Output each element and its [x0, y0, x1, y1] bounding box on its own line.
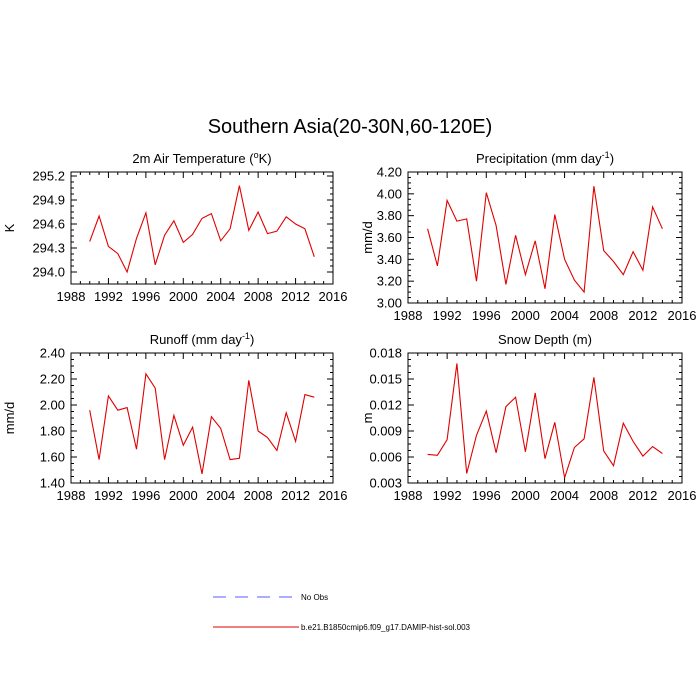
- x-tick-label: 1996: [131, 289, 160, 304]
- y-tick-label: 3.80: [377, 208, 402, 223]
- x-tick-label: 1992: [433, 488, 462, 503]
- legend-label-model-run: b.e21.B1850cmip6.f09_g17.DAMIP-hist-sol.…: [301, 623, 470, 632]
- y-axis-label: m: [360, 413, 375, 424]
- plot-frame: [407, 352, 683, 484]
- x-tick-label: 2008: [244, 488, 273, 503]
- x-tick-label: 1988: [394, 488, 423, 503]
- y-axis-label: mm/d: [2, 402, 17, 435]
- x-tick-label: 2004: [550, 488, 579, 503]
- plot-frame: [70, 352, 334, 484]
- panel-title: Runoff (mm day-1): [150, 331, 255, 347]
- y-tick-label: 0.006: [369, 450, 402, 465]
- panel-snow-depth: 0.003 0.006 0.009 0.012 0.015 0.018 1988 1992 19…: [360, 332, 696, 503]
- y-tick-label: 294.3: [32, 241, 65, 256]
- y-tick-label: 0.018: [369, 346, 402, 361]
- y-tick-label: 0.015: [369, 372, 402, 387]
- y-tick-label: 2.20: [40, 372, 65, 387]
- x-tick-label: 2012: [628, 488, 657, 503]
- x-tick-label: 2012: [628, 308, 657, 323]
- y-axis-label: K: [2, 223, 17, 232]
- y-tick-label: 4.00: [377, 186, 402, 201]
- panel-title: Snow Depth (m): [498, 332, 592, 347]
- x-tick-label: 2012: [281, 289, 310, 304]
- y-tick-label: 4.20: [377, 165, 402, 180]
- y-axis-label: mm/d: [360, 221, 375, 254]
- x-tick-label: 2000: [511, 308, 540, 323]
- main-title: Southern Asia(20-30N,60-120E): [207, 116, 493, 138]
- y-tick-label: 294.9: [32, 193, 65, 208]
- y-tick-label: 3.60: [377, 230, 402, 245]
- y-tick-label: 1.80: [40, 424, 65, 439]
- x-tick-label: 2000: [169, 289, 198, 304]
- x-tick-label: 1988: [394, 308, 423, 323]
- series-line: [427, 186, 663, 294]
- y-tick-label: 0.009: [369, 424, 402, 439]
- plot-frame: [407, 171, 683, 304]
- panel-title: Precipitation (mm day-1): [476, 150, 614, 166]
- y-tick-label: 294.6: [32, 217, 65, 232]
- x-tick-label: 2008: [244, 289, 273, 304]
- legend-lines: [213, 596, 299, 628]
- legend-label-no-obs: No Obs: [301, 593, 329, 602]
- x-tick-label: 1996: [131, 488, 160, 503]
- y-tick-label: 0.012: [369, 398, 402, 413]
- x-tick-label: 2008: [589, 488, 618, 503]
- x-tick-label: 2004: [206, 289, 235, 304]
- series-line: [427, 363, 663, 478]
- x-tick-label: 1996: [472, 488, 501, 503]
- x-tick-label: 1996: [472, 308, 501, 323]
- y-tick-label: 295.2: [32, 169, 65, 184]
- x-tick-label: 2008: [589, 308, 618, 323]
- panel-title: 2m Air Temperature (oK): [132, 150, 271, 166]
- x-tick-label: 2000: [169, 488, 198, 503]
- y-tick-label: 294.0: [32, 265, 65, 280]
- y-tick-label: 0.003: [369, 476, 402, 491]
- panel-temperature: 294.0 294.3 294.6 294.9 295.2 1988 1992 1996 200…: [2, 150, 347, 304]
- y-tick-label: 3.00: [377, 296, 402, 311]
- y-tick-label: 3.40: [377, 252, 402, 267]
- x-tick-label: 2012: [281, 488, 310, 503]
- x-tick-label: 1988: [57, 289, 86, 304]
- x-tick-label: 1992: [94, 289, 123, 304]
- x-tick-label: 2004: [550, 308, 579, 323]
- series-line: [89, 185, 315, 274]
- x-tick-label: 1992: [433, 308, 462, 323]
- plot-frame: [70, 171, 334, 285]
- panel-runoff: 1.40 1.60 1.80 2.00 2.20 2.40 1988 1992 1996 2000…: [2, 331, 347, 503]
- y-tick-label: 3.20: [377, 274, 402, 289]
- panel-precipitation: 3.00 3.20 3.40 3.60 3.80 4.00 4.20 1988 1992 1996…: [360, 150, 696, 323]
- y-tick-label: 1.40: [40, 476, 65, 491]
- x-tick-label: 2000: [511, 488, 540, 503]
- x-tick-label: 2016: [319, 289, 348, 304]
- x-tick-label: 1992: [94, 488, 123, 503]
- x-tick-label: 2004: [206, 488, 235, 503]
- x-tick-label: 1988: [57, 488, 86, 503]
- x-tick-label: 2016: [668, 308, 697, 323]
- series-line: [89, 372, 315, 475]
- x-tick-label: 2016: [668, 488, 697, 503]
- y-tick-label: 1.60: [40, 450, 65, 465]
- y-tick-label: 2.40: [40, 346, 65, 361]
- x-tick-label: 2016: [319, 488, 348, 503]
- y-tick-label: 2.00: [40, 398, 65, 413]
